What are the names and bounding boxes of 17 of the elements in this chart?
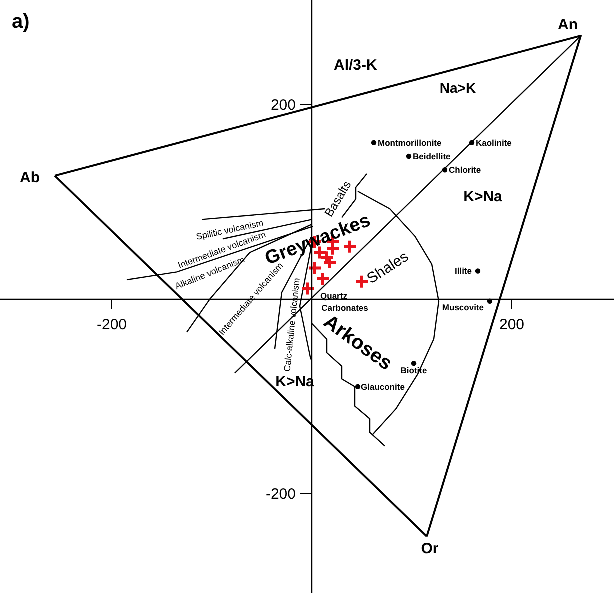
data-label: Kaolinite (476, 138, 512, 148)
annotation: Quartz (320, 291, 348, 301)
annotation: Carbonates (322, 303, 369, 313)
text: a) (12, 11, 30, 33)
annotation: Or (421, 540, 439, 558)
data-label: Muscovite (442, 302, 484, 312)
annotation: K>Na (464, 188, 504, 206)
annotation: Ab (20, 170, 40, 186)
data-label: Illite (454, 266, 472, 276)
data-label: Glauconite (361, 382, 406, 392)
annotation: An (558, 16, 578, 34)
data-label: Chlorite (449, 165, 482, 176)
data-label: Beidellite (413, 152, 452, 162)
annotation: Calc-alkaline volcanism (282, 278, 302, 372)
y-axis-title: Al/3-K (334, 57, 378, 74)
annotation: Na>K (440, 80, 476, 96)
data-label: Montmorillonite (378, 138, 442, 148)
